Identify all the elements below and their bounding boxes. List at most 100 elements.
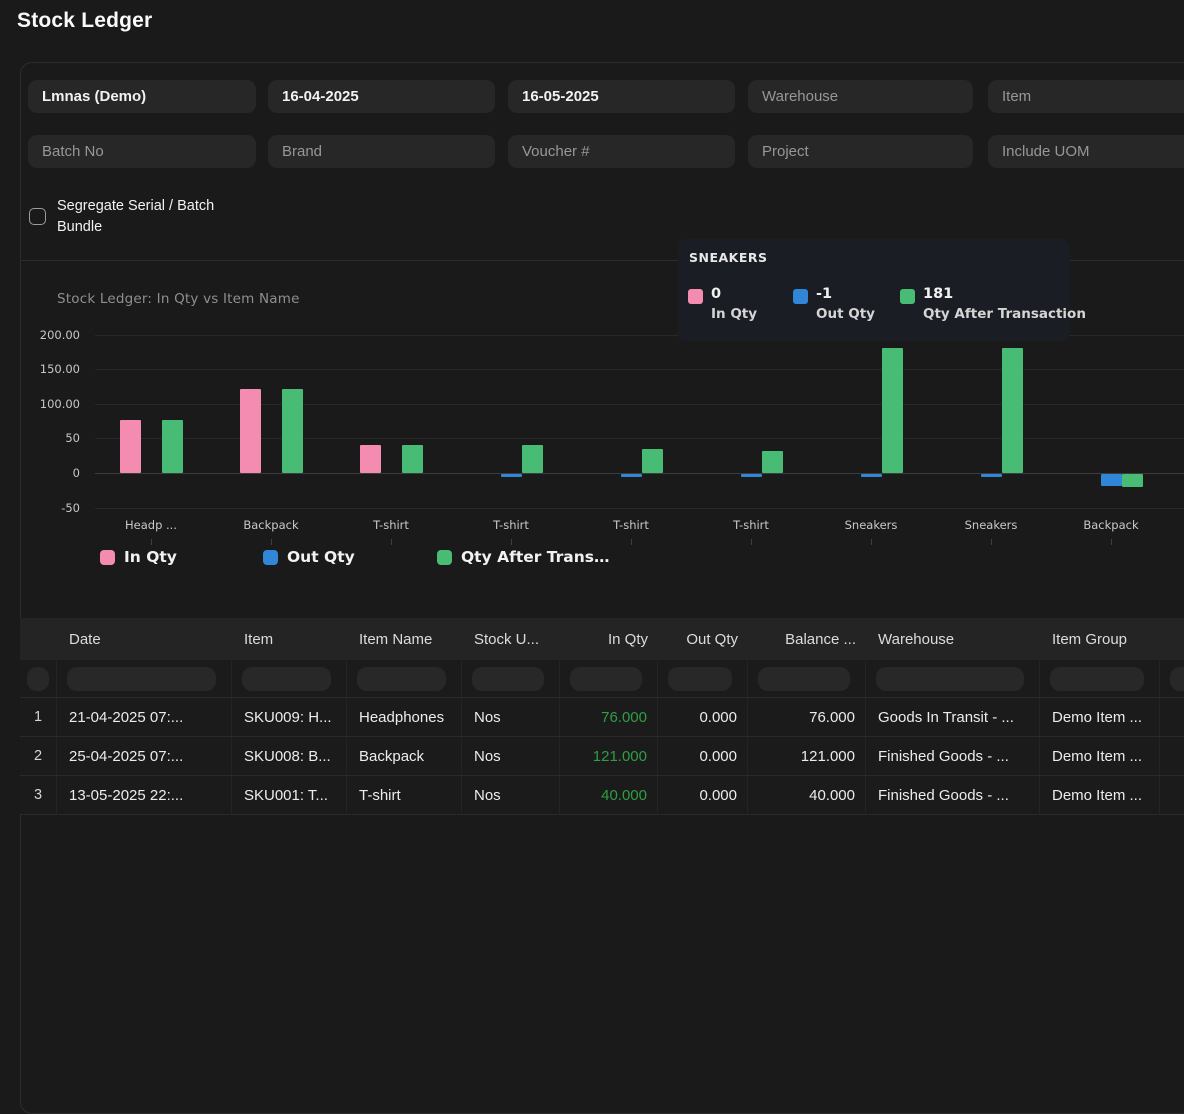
cell-blank[interactable] bbox=[1160, 776, 1184, 815]
chart-gridline bbox=[95, 507, 1184, 509]
column-filter-cell bbox=[748, 660, 866, 698]
bar-in-qty[interactable] bbox=[120, 420, 141, 473]
bar-out-qty[interactable] bbox=[981, 474, 1002, 477]
table-filter-input-blank[interactable] bbox=[1170, 666, 1184, 691]
filter-input-to-date[interactable]: 16-05-2025 bbox=[508, 80, 735, 113]
table-filter-input-warehouse[interactable] bbox=[876, 666, 1024, 691]
cell-date[interactable]: 25-04-2025 07:... bbox=[57, 737, 232, 776]
bar-out-qty[interactable] bbox=[861, 474, 882, 477]
cell-balance[interactable]: 121.000 bbox=[748, 737, 866, 776]
row-number[interactable]: 3 bbox=[20, 776, 57, 815]
cell-stock-u[interactable]: Nos bbox=[462, 698, 560, 737]
cell-item[interactable]: SKU001: T... bbox=[232, 776, 347, 815]
cell-item[interactable]: SKU008: B... bbox=[232, 737, 347, 776]
bar-in-qty[interactable] bbox=[240, 389, 261, 473]
column-header-rownum[interactable] bbox=[20, 618, 57, 660]
bar-qty-after-transaction[interactable] bbox=[522, 445, 543, 473]
column-header-blank[interactable] bbox=[1160, 618, 1184, 660]
cell-balance[interactable]: 40.000 bbox=[748, 776, 866, 815]
cell-out-qty[interactable]: 0.000 bbox=[658, 698, 748, 737]
legend-item-out-qty: Out Qty bbox=[263, 548, 355, 566]
bar-out-qty[interactable] bbox=[621, 474, 642, 477]
cell-out-qty[interactable]: 0.000 bbox=[658, 776, 748, 815]
cell-item-name[interactable]: Backpack bbox=[347, 737, 462, 776]
cell-balance[interactable]: 76.000 bbox=[748, 698, 866, 737]
column-header-item-group[interactable]: Item Group bbox=[1040, 618, 1160, 660]
x-axis-tick bbox=[151, 539, 152, 545]
column-header-balance[interactable]: Balance ... bbox=[748, 618, 866, 660]
bar-qty-after-transaction[interactable] bbox=[762, 450, 783, 473]
cell-warehouse[interactable]: Goods In Transit - ... bbox=[866, 698, 1040, 737]
filter-input-brand[interactable]: Brand bbox=[268, 135, 495, 168]
column-header-out-qty[interactable]: Out Qty bbox=[658, 618, 748, 660]
cell-in-qty[interactable]: 121.000 bbox=[560, 737, 658, 776]
cell-item-name[interactable]: Headphones bbox=[347, 698, 462, 737]
table-filter-input-out-qty[interactable] bbox=[668, 666, 732, 691]
table-filter-input-in-qty[interactable] bbox=[570, 666, 642, 691]
column-header-item[interactable]: Item bbox=[232, 618, 347, 660]
cell-item-group[interactable]: Demo Item ... bbox=[1040, 737, 1160, 776]
x-axis-label: Backpack bbox=[1083, 518, 1139, 532]
cell-blank[interactable] bbox=[1160, 737, 1184, 776]
filter-input-from-date[interactable]: 16-04-2025 bbox=[268, 80, 495, 113]
filter-input-voucher[interactable]: Voucher # bbox=[508, 135, 735, 168]
table-filter-input-balance[interactable] bbox=[758, 666, 850, 691]
segregate-serial-batch-checkbox[interactable] bbox=[29, 208, 46, 225]
column-header-warehouse[interactable]: Warehouse bbox=[866, 618, 1040, 660]
filter-input-company[interactable]: Lmnas (Demo) bbox=[28, 80, 256, 113]
cell-date[interactable]: 13-05-2025 22:... bbox=[57, 776, 232, 815]
table-filter-input-date[interactable] bbox=[67, 666, 216, 691]
cell-warehouse[interactable]: Finished Goods - ... bbox=[866, 737, 1040, 776]
filter-input-item[interactable]: Item bbox=[988, 80, 1184, 113]
segregate-serial-batch-label: Segregate Serial / Batch Bundle bbox=[57, 198, 215, 235]
tooltip-label: Out Qty bbox=[816, 306, 875, 322]
tooltip-swatch-icon bbox=[793, 289, 808, 304]
bar-qty-after-transaction[interactable] bbox=[882, 347, 903, 473]
bar-out-qty[interactable] bbox=[1101, 474, 1122, 487]
bar-in-qty[interactable] bbox=[360, 445, 381, 473]
page-title: Stock Ledger bbox=[17, 9, 153, 32]
y-axis-tick-label: 100.00 bbox=[39, 396, 80, 411]
bar-qty-after-transaction[interactable] bbox=[1002, 347, 1023, 473]
column-filter-cell bbox=[20, 660, 57, 698]
column-filter-cell bbox=[658, 660, 748, 698]
tooltip-label: Qty After Transaction bbox=[923, 306, 1086, 322]
cell-stock-u[interactable]: Nos bbox=[462, 776, 560, 815]
cell-out-qty[interactable]: 0.000 bbox=[658, 737, 748, 776]
column-header-date[interactable]: Date bbox=[57, 618, 232, 660]
bar-out-qty[interactable] bbox=[501, 474, 522, 477]
bar-out-qty[interactable] bbox=[741, 474, 762, 477]
table-filter-input-item[interactable] bbox=[242, 666, 331, 691]
cell-item-name[interactable]: T-shirt bbox=[347, 776, 462, 815]
cell-item-group[interactable]: Demo Item ... bbox=[1040, 698, 1160, 737]
row-number[interactable]: 1 bbox=[20, 698, 57, 737]
cell-in-qty[interactable]: 76.000 bbox=[560, 698, 658, 737]
table-filter-input-item-group[interactable] bbox=[1050, 666, 1144, 691]
cell-item-group[interactable]: Demo Item ... bbox=[1040, 776, 1160, 815]
bar-qty-after-transaction[interactable] bbox=[642, 448, 663, 473]
cell-warehouse[interactable]: Finished Goods - ... bbox=[866, 776, 1040, 815]
legend-swatch-icon bbox=[437, 549, 452, 565]
bar-qty-after-transaction[interactable] bbox=[402, 445, 423, 473]
cell-stock-u[interactable]: Nos bbox=[462, 737, 560, 776]
bar-qty-after-transaction[interactable] bbox=[1122, 474, 1143, 488]
column-header-in-qty[interactable]: In Qty bbox=[560, 618, 658, 660]
cell-in-qty[interactable]: 40.000 bbox=[560, 776, 658, 815]
column-header-stock-u[interactable]: Stock U... bbox=[462, 618, 560, 660]
cell-date[interactable]: 21-04-2025 07:... bbox=[57, 698, 232, 737]
bar-qty-after-transaction[interactable] bbox=[162, 420, 183, 473]
filter-input-warehouse[interactable]: Warehouse bbox=[748, 80, 973, 113]
cell-item[interactable]: SKU009: H... bbox=[232, 698, 347, 737]
cell-blank[interactable] bbox=[1160, 698, 1184, 737]
table-filter-input-item-name[interactable] bbox=[357, 666, 446, 691]
column-header-item-name[interactable]: Item Name bbox=[347, 618, 462, 660]
bar-qty-after-transaction[interactable] bbox=[282, 389, 303, 473]
filter-input-batch-no[interactable]: Batch No bbox=[28, 135, 256, 168]
table-filter-input-stock-u[interactable] bbox=[472, 666, 544, 691]
row-number[interactable]: 2 bbox=[20, 737, 57, 776]
x-axis-label: T-shirt bbox=[493, 518, 529, 532]
table-filter-input-rownum[interactable] bbox=[27, 666, 49, 691]
filter-input-project[interactable]: Project bbox=[748, 135, 973, 168]
chart-tooltip-title: SNEAKERS bbox=[689, 250, 768, 265]
filter-input-include-uom[interactable]: Include UOM bbox=[988, 135, 1184, 168]
